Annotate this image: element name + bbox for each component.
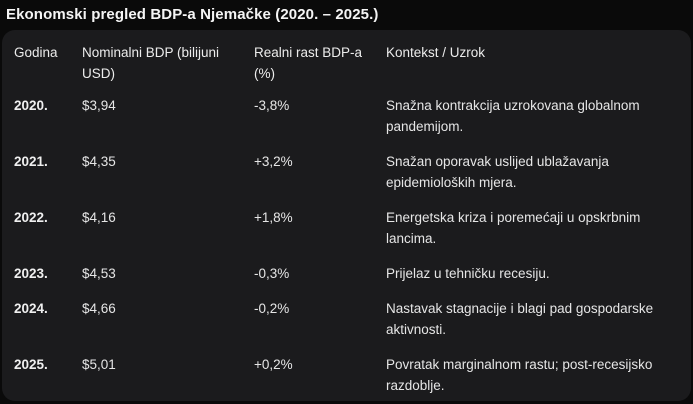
column-header-godina: Godina — [14, 45, 58, 60]
header-row: Godina Nominalni BDP (bilijuni USD) Real… — [14, 30, 679, 88]
table-row: 2024. $4,66 -0,2% Nastavak stagnacije i … — [14, 291, 679, 347]
gdp-cell: $5,01 — [82, 357, 116, 372]
year-cell: 2024. — [14, 301, 48, 316]
growth-cell: -0,2% — [254, 301, 290, 316]
growth-cell: +1,8% — [254, 210, 293, 225]
gdp-cell: $3,94 — [82, 98, 116, 113]
growth-cell: -3,8% — [254, 98, 290, 113]
table-row: 2020. $3,94 -3,8% Snažna kontrakcija uzr… — [14, 88, 679, 144]
gdp-cell: $4,16 — [82, 210, 116, 225]
year-cell: 2025. — [14, 357, 48, 372]
growth-cell: +3,2% — [254, 154, 293, 169]
table-row: 2021. $4,35 +3,2% Snažan oporavak uslije… — [14, 144, 679, 200]
column-header-nominalni-bdp: Nominalni BDP (bilijuni USD) — [82, 45, 220, 81]
table-row: 2023. $4,53 -0,3% Prijelaz u tehničku re… — [14, 256, 679, 291]
column-header-kontekst: Kontekst / Uzrok — [386, 45, 486, 60]
gdp-cell: $4,53 — [82, 266, 116, 281]
context-cell: Povratak marginalnom rastu; post-recesij… — [386, 357, 653, 393]
page-title: Ekonomski pregled BDP-a Njemačke (2020. … — [6, 6, 379, 23]
year-cell: 2023. — [14, 266, 48, 281]
table-body: 2020. $3,94 -3,8% Snažna kontrakcija uzr… — [14, 88, 679, 401]
gdp-cell: $4,66 — [82, 301, 116, 316]
year-cell: 2022. — [14, 210, 48, 225]
gdp-table: Godina Nominalni BDP (bilijuni USD) Real… — [14, 30, 679, 401]
context-cell: Prijelaz u tehničku recesiju. — [386, 266, 550, 281]
growth-cell: +0,2% — [254, 357, 293, 372]
table-row: 2025. $5,01 +0,2% Povratak marginalnom r… — [14, 347, 679, 401]
year-cell: 2020. — [14, 98, 48, 113]
table-row: 2022. $4,16 +1,8% Energetska kriza i por… — [14, 200, 679, 256]
gdp-table-card: Godina Nominalni BDP (bilijuni USD) Real… — [2, 30, 691, 401]
context-cell: Energetska kriza i poremećaji u opskrbni… — [386, 210, 641, 246]
column-header-realni-rast: Realni rast BDP-a (%) — [254, 45, 363, 81]
table-header: Godina Nominalni BDP (bilijuni USD) Real… — [14, 30, 679, 88]
year-cell: 2021. — [14, 154, 48, 169]
context-cell: Snažan oporavak uslijed ublažavanja epid… — [386, 154, 609, 190]
context-cell: Nastavak stagnacije i blagi pad gospodar… — [386, 301, 654, 337]
gdp-cell: $4,35 — [82, 154, 116, 169]
context-cell: Snažna kontrakcija uzrokovana globalnom … — [386, 98, 640, 134]
growth-cell: -0,3% — [254, 266, 290, 281]
